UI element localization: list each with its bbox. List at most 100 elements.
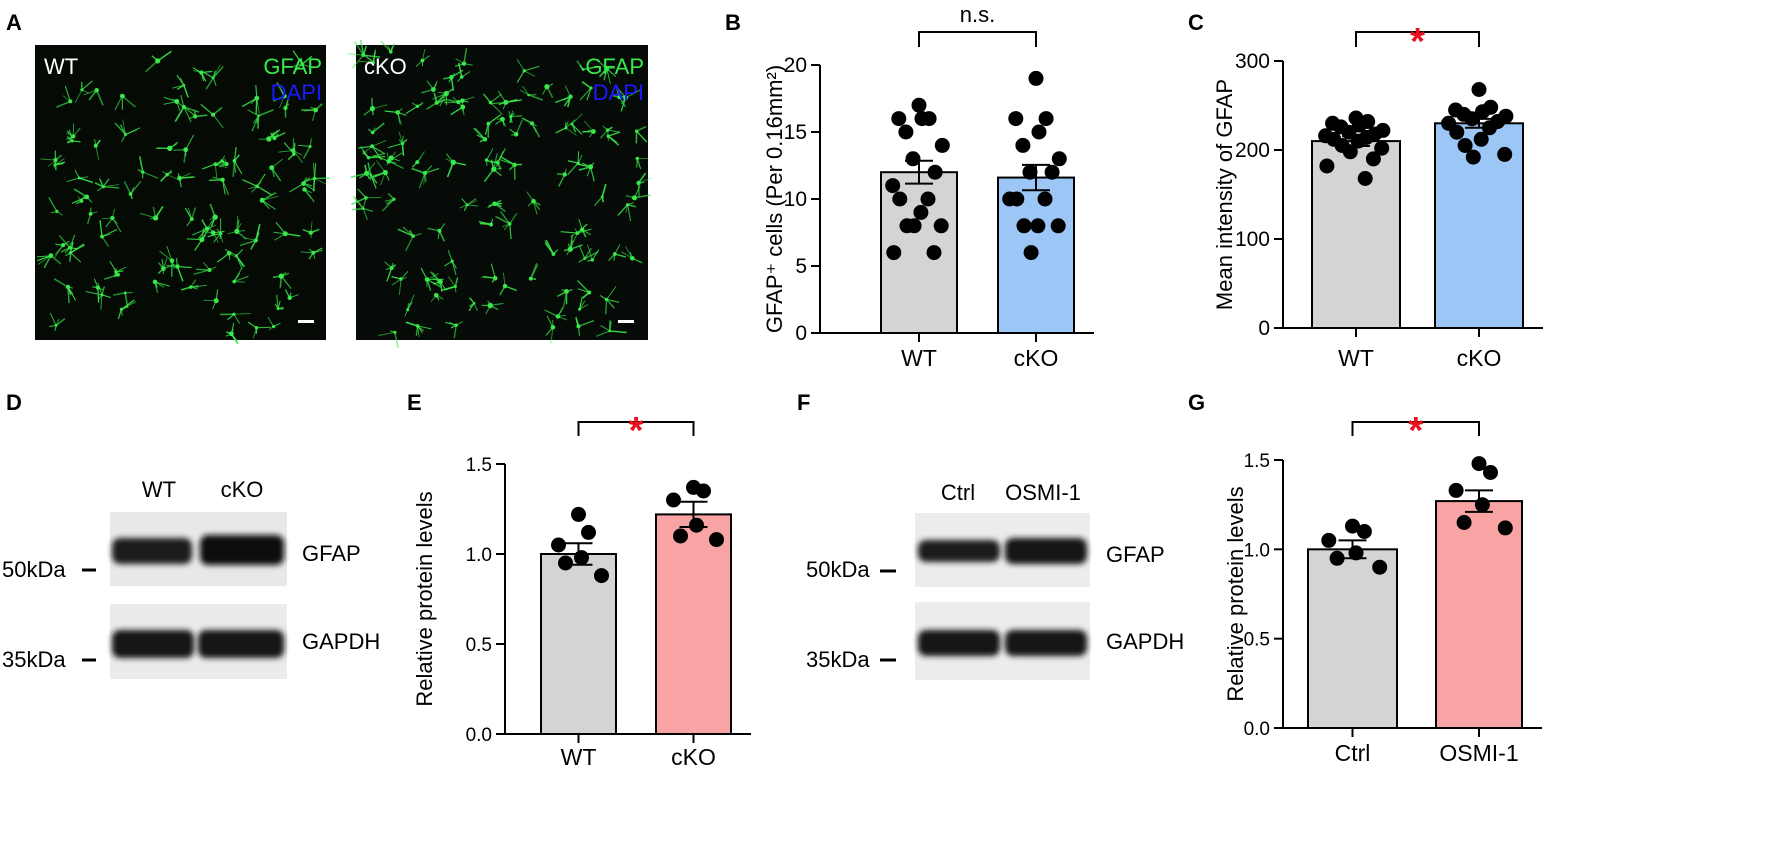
astrocyte-soma	[300, 62, 305, 66]
astrocyte-process	[360, 39, 365, 56]
astrocyte-soma	[395, 110, 401, 115]
astrocyte-process	[347, 53, 364, 56]
astrocyte-process	[579, 87, 592, 101]
astrocyte-soma	[181, 105, 186, 109]
astrocyte-process	[600, 325, 610, 332]
astrocyte-soma	[486, 121, 491, 126]
data-point	[1471, 82, 1487, 97]
astrocyte-process	[367, 162, 372, 175]
data-point	[1497, 520, 1513, 536]
astrocyte	[101, 208, 122, 233]
astrocyte-process	[114, 95, 123, 111]
astrocyte	[594, 183, 607, 207]
astrocyte-process	[352, 207, 364, 211]
astrocyte-soma	[422, 170, 428, 176]
micrograph-wt-stain-dapi: DAPI	[271, 80, 322, 105]
astrocyte-process	[261, 199, 276, 210]
astrocyte-process	[544, 309, 559, 317]
astrocyte-process	[357, 188, 367, 199]
astrocyte-process	[594, 196, 603, 207]
significance-bracket	[1351, 421, 1480, 436]
astrocyte-process	[607, 129, 620, 133]
astrocyte-process	[490, 93, 503, 104]
astrocyte-process	[157, 50, 172, 62]
astrocyte-process	[285, 233, 301, 237]
astrocyte	[621, 246, 643, 264]
astrocyte-process	[67, 286, 70, 304]
astrocyte-process	[363, 208, 374, 212]
astrocyte-soma	[576, 324, 581, 329]
astrocyte-soma	[399, 277, 403, 281]
astrocyte-process	[233, 147, 237, 162]
data-point	[885, 178, 901, 194]
astrocyte-soma	[301, 181, 306, 186]
astrocyte-process	[576, 60, 584, 70]
astrocyte-soma	[502, 283, 508, 289]
astrocyte	[184, 207, 197, 227]
astrocyte-process	[180, 94, 185, 108]
astrocyte	[114, 119, 141, 143]
astrocyte	[85, 282, 112, 310]
astrocyte-soma	[434, 100, 439, 105]
astrocyte-process	[502, 272, 506, 287]
data-point	[1015, 137, 1031, 153]
astrocyte-process	[292, 50, 303, 65]
astrocyte	[203, 64, 224, 90]
astrocyte-soma	[232, 312, 236, 316]
astrocyte-process	[213, 233, 221, 243]
astrocyte	[49, 312, 66, 331]
astrocyte	[36, 253, 62, 269]
astrocyte-process	[70, 252, 82, 263]
astrocyte-soma	[472, 301, 476, 305]
astrocyte	[372, 160, 390, 186]
astrocyte-soma	[617, 95, 622, 100]
data-point	[920, 191, 936, 207]
astrocyte	[490, 148, 507, 171]
astrocyte-process	[401, 143, 405, 156]
astrocyte-soma	[484, 158, 489, 162]
significance-bracket	[1355, 31, 1480, 47]
astrocyte-process	[570, 229, 583, 238]
astrocyte-process	[40, 158, 56, 161]
panel-label-a: A	[6, 10, 22, 35]
data-point	[933, 218, 949, 234]
y-axis-label: Relative protein levels	[1223, 486, 1248, 701]
astrocyte-soma	[276, 307, 280, 310]
astrocyte-process	[300, 251, 314, 254]
astrocyte-process	[531, 122, 541, 138]
astrocyte-process	[398, 131, 403, 144]
data-point	[927, 164, 943, 180]
astrocyte	[181, 279, 207, 291]
astrocyte-soma	[167, 145, 173, 151]
astrocyte-soma	[292, 152, 296, 156]
astrocyte-process	[69, 129, 73, 142]
astrocyte	[272, 271, 292, 290]
astrocyte	[300, 103, 323, 121]
astrocyte-soma	[443, 90, 449, 97]
astrocyte-soma	[454, 323, 458, 327]
astrocyte-process	[145, 60, 159, 73]
astrocyte	[576, 60, 597, 71]
astrocyte	[267, 316, 281, 331]
y-tick-label: 0.0	[466, 725, 492, 746]
data-point	[906, 218, 922, 234]
astrocyte-process	[467, 204, 479, 207]
astrocyte-process	[103, 186, 120, 189]
astrocyte-soma	[453, 285, 457, 288]
panel-label-c: C	[1188, 10, 1204, 35]
astrocyte-process	[67, 286, 77, 301]
panel-label-e: E	[407, 390, 422, 415]
astrocyte-process	[454, 277, 459, 287]
significance-label: *	[1408, 410, 1423, 452]
astrocyte-process	[235, 255, 245, 268]
astrocyte	[172, 74, 189, 98]
astrocyte-process	[490, 102, 503, 115]
astrocyte-process	[74, 169, 80, 179]
western-blot-f: Ctrl OSMI-1 GFAP GAPDH 50kDa 35kDa	[806, 480, 1184, 680]
astrocyte-process	[239, 239, 257, 247]
astrocyte	[519, 85, 544, 101]
data-point	[1038, 111, 1054, 127]
astrocyte-process	[139, 156, 144, 173]
data-point	[1372, 559, 1388, 575]
